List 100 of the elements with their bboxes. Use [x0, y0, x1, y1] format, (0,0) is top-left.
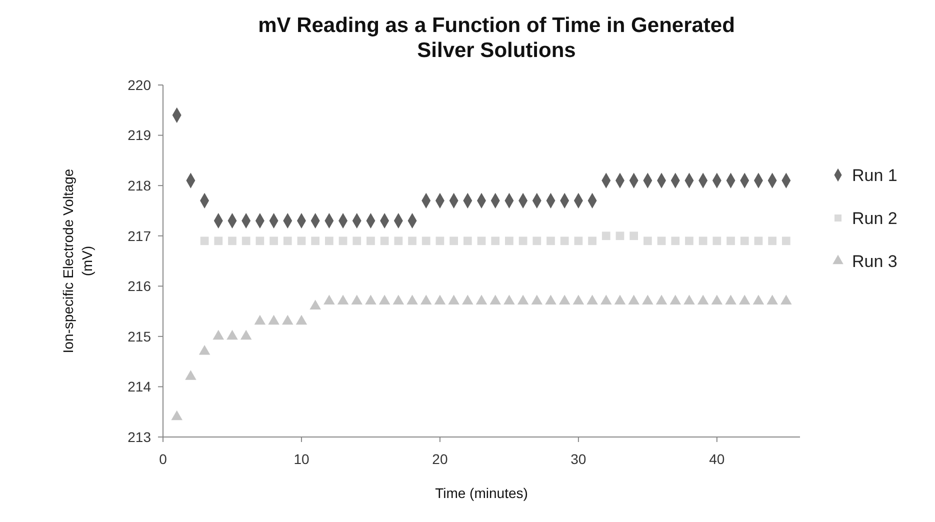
x-tick-label: 20 — [432, 451, 448, 467]
point — [185, 370, 196, 380]
point — [198, 345, 210, 355]
point — [532, 236, 542, 246]
point — [628, 294, 640, 304]
y-tick-label: 219 — [128, 127, 152, 144]
point — [366, 236, 375, 246]
point — [657, 236, 666, 246]
point — [226, 330, 238, 340]
y-tick-label: 217 — [128, 228, 152, 244]
point — [337, 294, 349, 304]
point — [380, 236, 389, 246]
point — [200, 236, 209, 246]
point — [752, 294, 764, 304]
point — [780, 294, 792, 304]
point — [600, 294, 612, 304]
point — [560, 236, 569, 246]
point — [517, 294, 529, 304]
point — [643, 236, 652, 246]
point — [572, 294, 584, 304]
y-tick-label: 213 — [128, 428, 152, 445]
x-tick-label: 40 — [709, 451, 725, 467]
legend-label: Run 3 — [852, 252, 898, 271]
chart-title: mV Reading as a Function of Time in Generated Silver Solutions — [258, 14, 735, 62]
point — [408, 236, 416, 246]
y-tick-label: 215 — [128, 328, 152, 344]
point — [504, 294, 515, 304]
point — [242, 236, 250, 246]
point — [711, 294, 723, 304]
point — [782, 236, 790, 246]
point — [490, 294, 501, 304]
point — [766, 294, 778, 304]
point — [768, 236, 776, 246]
point — [406, 294, 418, 304]
y-tick-label: 220 — [128, 76, 152, 93]
y-tick-label: 216 — [128, 278, 152, 294]
point — [448, 294, 460, 304]
point — [602, 232, 610, 240]
x-tick-label: 10 — [294, 451, 310, 467]
point — [394, 236, 403, 246]
point — [352, 236, 362, 246]
point — [378, 294, 390, 304]
point — [684, 294, 695, 304]
point — [697, 294, 709, 304]
point — [726, 236, 735, 246]
point — [546, 236, 555, 246]
point — [616, 232, 624, 240]
point — [712, 236, 722, 246]
point — [738, 294, 750, 304]
point — [392, 294, 404, 304]
point — [254, 314, 266, 325]
point — [685, 236, 694, 246]
point — [436, 236, 444, 246]
point — [296, 314, 308, 325]
point — [588, 236, 596, 246]
x-axis-title: Time (minutes) — [435, 485, 528, 501]
point — [351, 294, 363, 304]
point — [462, 294, 474, 304]
point — [324, 294, 335, 304]
point — [670, 294, 682, 304]
y-tick-label: 214 — [128, 378, 152, 395]
point — [518, 236, 528, 246]
point — [740, 236, 749, 246]
point — [698, 236, 708, 246]
point — [671, 236, 680, 246]
point — [256, 236, 264, 246]
point — [614, 294, 626, 304]
point — [491, 236, 500, 246]
point — [574, 236, 583, 246]
point — [754, 236, 763, 246]
x-tick-label: 30 — [570, 451, 586, 467]
y-axis-title: Ion-specific Electrode Voltage (mV) — [60, 168, 95, 354]
point — [531, 294, 543, 304]
point — [642, 294, 654, 304]
point — [725, 294, 736, 304]
point — [630, 232, 638, 240]
point — [270, 236, 278, 246]
point — [228, 236, 236, 246]
point — [240, 330, 252, 340]
point — [434, 294, 446, 304]
point — [324, 236, 334, 246]
point — [586, 294, 598, 304]
point — [477, 236, 486, 246]
legend-label: Run 1 — [852, 166, 898, 185]
point — [505, 236, 514, 246]
point — [310, 300, 321, 310]
point — [365, 294, 376, 304]
point — [212, 330, 224, 340]
point — [422, 236, 430, 246]
point — [420, 294, 432, 304]
point — [283, 236, 292, 246]
point — [450, 236, 458, 246]
point — [476, 294, 488, 304]
point — [282, 314, 294, 325]
point — [214, 236, 223, 246]
point — [268, 314, 280, 325]
point — [463, 236, 472, 246]
point — [297, 236, 306, 246]
x-tick-label: 0 — [159, 451, 168, 467]
point — [311, 236, 320, 246]
